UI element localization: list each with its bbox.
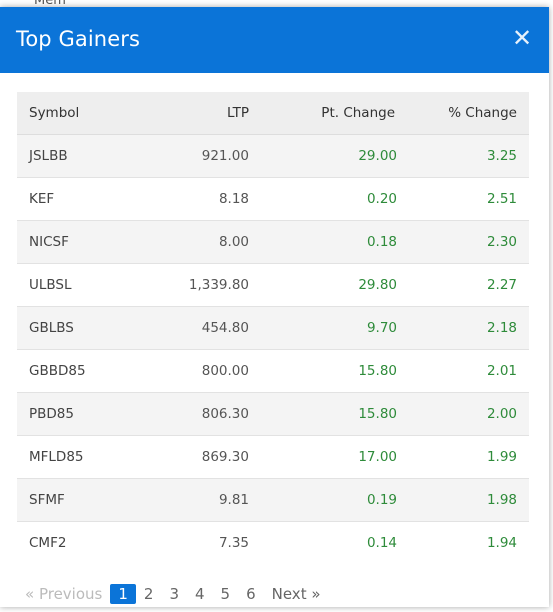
cell-pct-change: 2.18 <box>409 306 529 350</box>
page-background: Mem <box>0 0 553 10</box>
cell-pct-change: 2.00 <box>409 392 529 436</box>
cell-ltp: 8.00 <box>141 220 261 264</box>
cell-ltp: 921.00 <box>141 134 261 178</box>
table-row[interactable]: KEF 8.18 0.20 2.51 <box>17 177 529 221</box>
table-row[interactable]: GBLBS 454.80 9.70 2.18 <box>17 306 529 350</box>
cell-pct-change: 2.30 <box>409 220 529 264</box>
cell-ltp: 454.80 <box>141 306 261 350</box>
cell-pt-change: 29.80 <box>261 263 409 307</box>
pagination-next[interactable]: Next » <box>271 585 321 603</box>
header-pct-change[interactable]: % Change <box>409 92 529 135</box>
table-row[interactable]: GBBD85 800.00 15.80 2.01 <box>17 349 529 393</box>
modal-title: Top Gainers <box>16 27 140 51</box>
cell-pt-change: 15.80 <box>261 392 409 436</box>
cell-pt-change: 17.00 <box>261 435 409 479</box>
table-header-row: Symbol LTP Pt. Change % Change <box>17 92 529 135</box>
header-pt-change[interactable]: Pt. Change <box>261 92 409 135</box>
cell-pct-change: 1.98 <box>409 478 529 522</box>
pagination-previous[interactable]: « Previous <box>25 585 103 603</box>
modal-header: Top Gainers ✕ <box>0 7 549 73</box>
pagination-page-6[interactable]: 6 <box>246 585 256 603</box>
cell-pt-change: 15.80 <box>261 349 409 393</box>
close-icon[interactable]: ✕ <box>511 24 533 52</box>
cell-pct-change: 1.99 <box>409 435 529 479</box>
pagination: « Previous 1 2 3 4 5 6 Next » <box>17 584 329 612</box>
header-symbol[interactable]: Symbol <box>17 92 141 135</box>
pagination-page-3[interactable]: 3 <box>169 585 179 603</box>
cell-ltp: 869.30 <box>141 435 261 479</box>
pagination-page-2[interactable]: 2 <box>143 585 154 603</box>
cell-symbol[interactable]: CMF2 <box>17 521 141 564</box>
cell-ltp: 806.30 <box>141 392 261 436</box>
pagination-page-1[interactable]: 1 <box>110 584 136 604</box>
table-row[interactable]: JSLBB 921.00 29.00 3.25 <box>17 134 529 178</box>
cell-symbol[interactable]: SFMF <box>17 478 141 522</box>
cell-ltp: 8.18 <box>141 177 261 221</box>
cell-pt-change: 0.20 <box>261 177 409 221</box>
cell-symbol[interactable]: NICSF <box>17 220 141 264</box>
cell-symbol[interactable]: JSLBB <box>17 134 141 178</box>
cell-pt-change: 0.19 <box>261 478 409 522</box>
cell-pct-change: 2.27 <box>409 263 529 307</box>
cell-ltp: 1,339.80 <box>141 263 261 307</box>
table-row[interactable]: ULBSL 1,339.80 29.80 2.27 <box>17 263 529 307</box>
cell-pct-change: 2.01 <box>409 349 529 393</box>
background-menu-text: Mem <box>34 0 66 8</box>
cell-pt-change: 9.70 <box>261 306 409 350</box>
cell-pct-change: 3.25 <box>409 134 529 178</box>
table-row[interactable]: NICSF 8.00 0.18 2.30 <box>17 220 529 264</box>
cell-pt-change: 29.00 <box>261 134 409 178</box>
cell-ltp: 9.81 <box>141 478 261 522</box>
cell-symbol[interactable]: MFLD85 <box>17 435 141 479</box>
cell-pct-change: 2.51 <box>409 177 529 221</box>
pagination-page-4[interactable]: 4 <box>194 585 205 603</box>
table-row[interactable]: CMF2 7.35 0.14 1.94 <box>17 521 529 564</box>
cell-symbol[interactable]: GBBD85 <box>17 349 141 393</box>
table-row[interactable]: SFMF 9.81 0.19 1.98 <box>17 478 529 522</box>
cell-ltp: 800.00 <box>141 349 261 393</box>
pagination-page-5[interactable]: 5 <box>220 585 231 603</box>
header-ltp[interactable]: LTP <box>141 92 261 135</box>
cell-pt-change: 0.18 <box>261 220 409 264</box>
gainers-table-container: Symbol LTP Pt. Change % Change JSLBB 921.… <box>17 92 529 564</box>
cell-symbol[interactable]: GBLBS <box>17 306 141 350</box>
gainers-table: Symbol LTP Pt. Change % Change JSLBB 921.… <box>17 92 529 564</box>
cell-pt-change: 0.14 <box>261 521 409 564</box>
cell-symbol[interactable]: PBD85 <box>17 392 141 436</box>
table-row[interactable]: MFLD85 869.30 17.00 1.99 <box>17 435 529 479</box>
top-gainers-modal: Top Gainers ✕ Symbol LTP Pt. Change % Ch… <box>0 7 549 607</box>
table-row[interactable]: PBD85 806.30 15.80 2.00 <box>17 392 529 436</box>
cell-symbol[interactable]: KEF <box>17 177 141 221</box>
cell-symbol[interactable]: ULBSL <box>17 263 141 307</box>
cell-pct-change: 1.94 <box>409 521 529 564</box>
cell-ltp: 7.35 <box>141 521 261 564</box>
